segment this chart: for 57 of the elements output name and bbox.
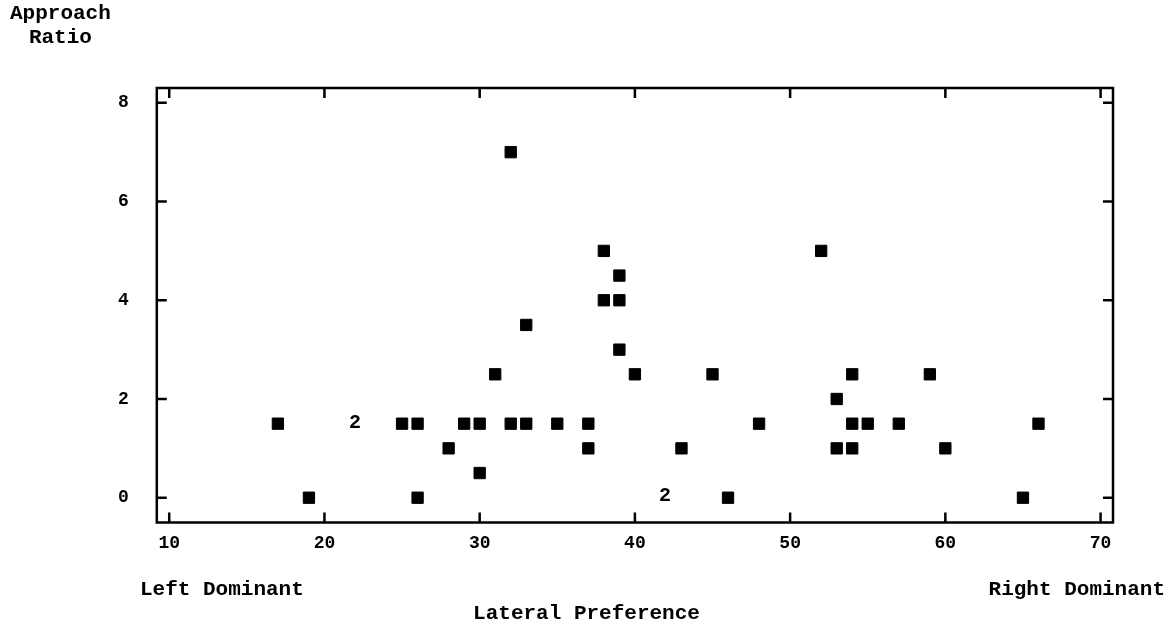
- point: [395, 417, 409, 430]
- point: [551, 417, 564, 430]
- text: Right Dominant: [988, 578, 1165, 601]
- x-tick-label: 30: [468, 532, 491, 553]
- point: [628, 368, 642, 381]
- point: [271, 417, 285, 430]
- point: [1032, 417, 1045, 430]
- x-tick-label: 10: [158, 532, 181, 553]
- point: [861, 417, 874, 430]
- point: [846, 442, 859, 455]
- y-tick-label: 6: [117, 191, 129, 212]
- point: [613, 269, 626, 282]
- point: [411, 417, 424, 430]
- x-tick-label: 40: [624, 532, 646, 553]
- point: [442, 442, 455, 455]
- annotation: 2: [659, 484, 672, 507]
- text: Left Dominant: [140, 578, 304, 601]
- point: [846, 417, 859, 430]
- point: [504, 146, 517, 159]
- y-tick-label: 0: [117, 487, 129, 508]
- annotation: 2: [349, 411, 362, 434]
- point: [892, 417, 905, 430]
- point: [923, 368, 936, 381]
- point: [1016, 491, 1030, 504]
- x-tick-label: 70: [1089, 532, 1112, 553]
- point: [411, 491, 424, 504]
- point: [846, 368, 859, 381]
- x-tick-label: 50: [779, 532, 801, 553]
- point: [582, 442, 595, 455]
- point: [830, 392, 843, 406]
- y-tick-label: 4: [117, 289, 129, 310]
- point: [489, 368, 502, 381]
- point: [597, 294, 611, 307]
- point: [706, 368, 719, 381]
- x-tick-label: 60: [934, 532, 957, 553]
- point: [613, 343, 626, 356]
- point: [520, 318, 533, 332]
- point: [752, 417, 766, 430]
- point: [613, 294, 626, 307]
- point: [302, 491, 316, 504]
- y-axis-title: Approach Ratio: [10, 2, 111, 50]
- point: [815, 244, 828, 258]
- point: [457, 417, 471, 430]
- point: [939, 442, 952, 455]
- y-tick-label: 8: [117, 92, 129, 113]
- point: [597, 244, 611, 258]
- point: [582, 417, 595, 430]
- point: [721, 491, 735, 504]
- x-tick-label: 20: [313, 532, 336, 553]
- y-tick-label: 2: [117, 388, 129, 409]
- point: [520, 417, 533, 430]
- point: [473, 417, 486, 430]
- point: [830, 442, 843, 455]
- point: [675, 442, 688, 455]
- point: [504, 417, 517, 430]
- point: [473, 466, 486, 480]
- x-axis-title: Lateral Preference: [472, 602, 701, 625]
